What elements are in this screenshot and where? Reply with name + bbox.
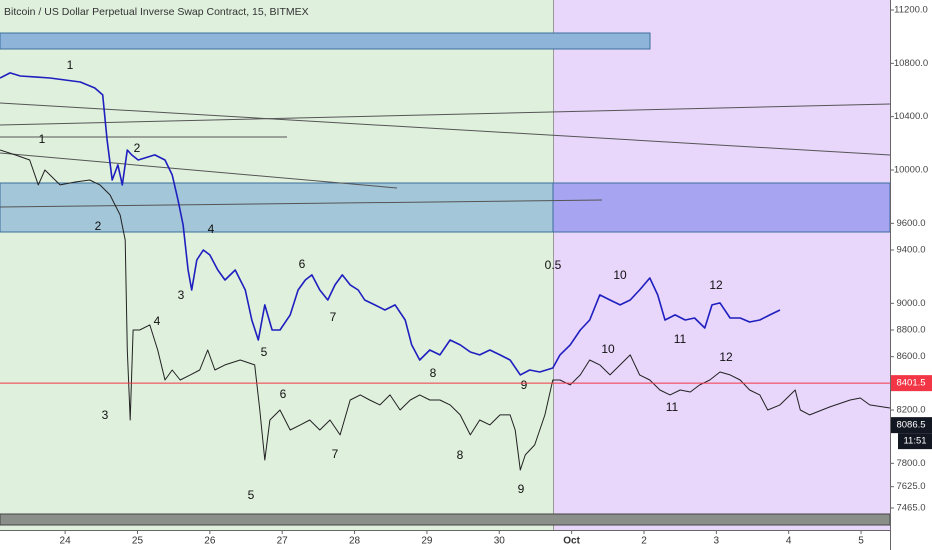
purple-zone (553, 0, 890, 530)
wave-label: 12 (709, 278, 723, 292)
x-tick-label: 30 (494, 536, 506, 547)
y-tick-label: 11200.0 (894, 5, 928, 16)
wave-label: 12 (719, 350, 733, 364)
wave-label: 7 (332, 447, 339, 461)
wave-label: 9 (518, 482, 525, 496)
wave-label: 6 (280, 387, 287, 401)
x-tick-label: 28 (349, 536, 361, 547)
y-tick-label: 7800.0 (896, 458, 925, 469)
price-label-bg (891, 417, 932, 434)
wave-label: 4 (154, 314, 161, 328)
price-axis (890, 0, 932, 550)
y-tick-label: 8600.0 (896, 351, 925, 362)
x-tick-label: 25 (132, 536, 144, 547)
y-tick-label: 9600.0 (896, 218, 925, 229)
wave-label: 11 (674, 332, 687, 346)
wave-label: 6 (299, 257, 306, 271)
y-tick-label: 10400.0 (894, 111, 928, 122)
x-tick-label: 29 (421, 536, 433, 547)
price-line (0, 149, 891, 471)
wave-label: 3 (178, 288, 185, 302)
trend-line (0, 102, 891, 156)
x-tick-label: 2 (641, 536, 647, 547)
y-tick-label: 9000.0 (896, 298, 925, 309)
wave-label: 4 (208, 222, 215, 236)
wave-label: 8 (430, 366, 437, 380)
wave-label: 1 (67, 58, 74, 72)
trend-line (0, 103, 891, 126)
chart-title: Bitcoin / US Dollar Perpetual Inverse Sw… (4, 6, 309, 18)
wave-label: 5 (261, 345, 268, 359)
y-tick-label: 10800.0 (894, 58, 928, 69)
price-line (0, 72, 781, 376)
trend-line (0, 199, 603, 208)
x-tick-label: Oct (563, 536, 580, 547)
wave-label: 5 (248, 488, 255, 502)
x-tick-label: 5 (858, 536, 864, 547)
y-tick-label: 7625.0 (896, 481, 925, 492)
y-tick-label: 10000.0 (894, 165, 928, 176)
wave-label: 9 (521, 378, 528, 392)
time-axis (0, 530, 890, 550)
y-tick-label: 9400.0 (896, 245, 925, 256)
series-layer (0, 72, 891, 471)
trend-line (0, 152, 398, 189)
wave-label: 2 (95, 219, 102, 233)
x-tick-label: 3 (714, 536, 720, 547)
wave-label: 11 (666, 400, 679, 414)
wave-label: 1 (39, 132, 46, 146)
x-tick-label: 4 (786, 536, 792, 547)
support-box (0, 182, 554, 233)
y-tick-label: 7465.0 (896, 503, 925, 514)
x-tick-label: 27 (277, 536, 289, 547)
wave-label: 0.5 (545, 258, 562, 272)
x-tick-label: 24 (60, 536, 72, 547)
x-tick-label: 26 (204, 536, 216, 547)
y-tick-label: 8200.0 (896, 405, 925, 416)
wave-label: 8 (457, 448, 464, 462)
price-label: 8086.5 (896, 420, 925, 431)
price-label-bg (891, 375, 932, 392)
countdown: 11:51 (903, 436, 926, 447)
resistance-box (0, 32, 651, 50)
countdown-bg (898, 433, 932, 450)
wave-label: 10 (613, 268, 627, 282)
wave-label: 3 (102, 408, 109, 422)
price-label: 8401.5 (896, 378, 925, 389)
y-tick-label: 8800.0 (896, 325, 925, 336)
wave-label: 2 (134, 141, 141, 155)
green-zone (0, 0, 553, 530)
wave-label: 10 (601, 342, 615, 356)
bottom-box (0, 513, 891, 526)
support-box-right (552, 182, 891, 233)
wave-label: 7 (330, 310, 337, 324)
